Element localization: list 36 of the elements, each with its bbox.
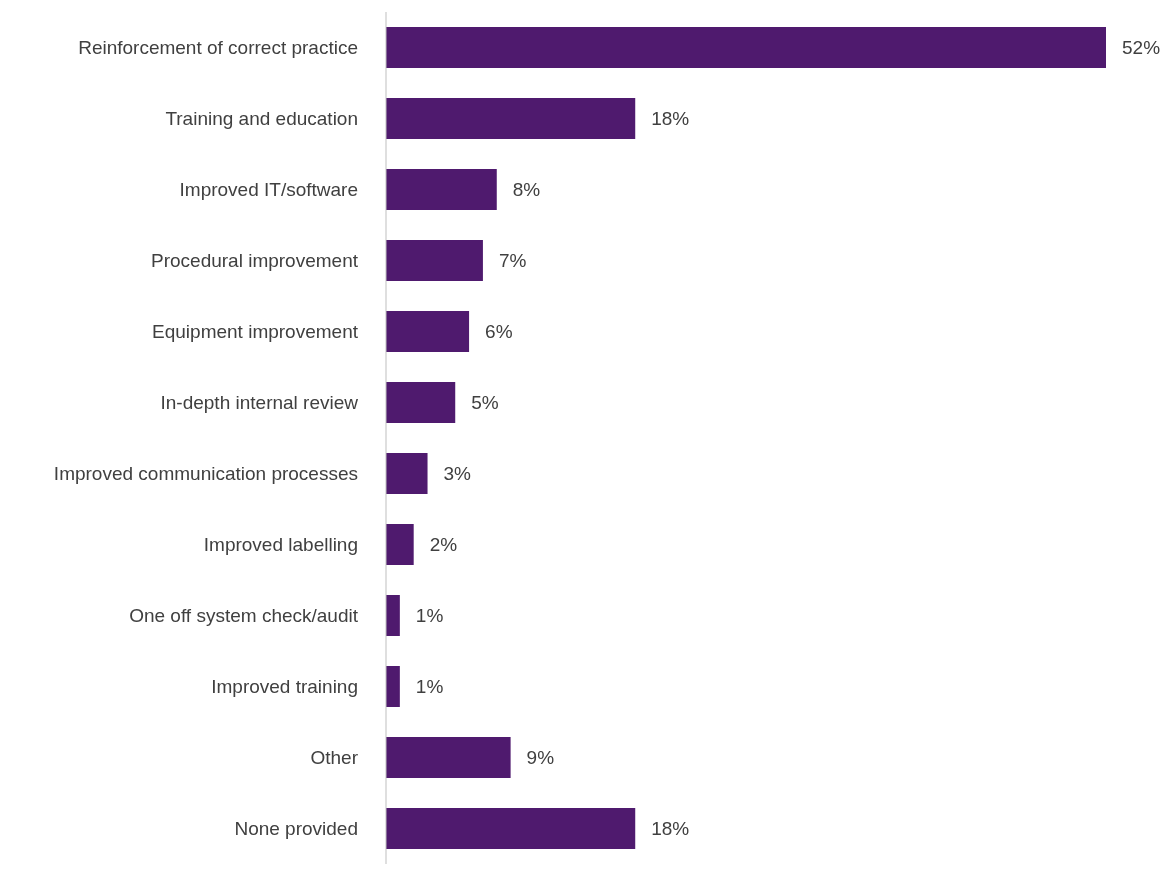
bar <box>386 169 497 210</box>
y-tick-label: Improved training <box>211 676 358 698</box>
data-label: 9% <box>526 747 555 769</box>
data-label: 18% <box>651 108 690 130</box>
y-tick-label: Other <box>310 747 359 769</box>
y-tick-label: None provided <box>234 818 358 840</box>
y-tick-label: Equipment improvement <box>152 321 359 343</box>
y-tick-label: Procedural improvement <box>151 250 359 272</box>
data-label: 1% <box>415 605 444 627</box>
data-label: 6% <box>485 321 513 343</box>
data-label: 7% <box>498 250 527 272</box>
data-label: 2% <box>429 534 458 556</box>
bar <box>386 666 400 707</box>
data-label: 1% <box>415 676 444 698</box>
y-tick-label: Improved labelling <box>203 534 358 556</box>
bar <box>386 808 636 849</box>
y-tick-label: Improved IT/software <box>179 179 358 201</box>
y-tick-label: One off system check/audit <box>129 605 359 627</box>
bar <box>386 524 414 565</box>
data-label: 52% <box>1122 37 1161 59</box>
bar <box>386 98 636 139</box>
bar <box>386 595 400 636</box>
data-label: 18% <box>651 818 690 840</box>
bar <box>386 240 483 281</box>
bar <box>386 453 428 494</box>
y-tick-label: Reinforcement of correct practice <box>78 37 358 59</box>
y-tick-label: Improved communication processes <box>53 463 358 485</box>
bar <box>386 382 456 423</box>
bar <box>386 737 511 778</box>
data-label: 8% <box>512 179 541 201</box>
y-tick-label: Training and education <box>165 108 358 130</box>
bar <box>386 311 470 352</box>
bar <box>386 27 1106 68</box>
data-label: 3% <box>443 463 472 485</box>
data-label: 5% <box>471 392 499 414</box>
y-tick-label: In-depth internal review <box>160 392 359 414</box>
